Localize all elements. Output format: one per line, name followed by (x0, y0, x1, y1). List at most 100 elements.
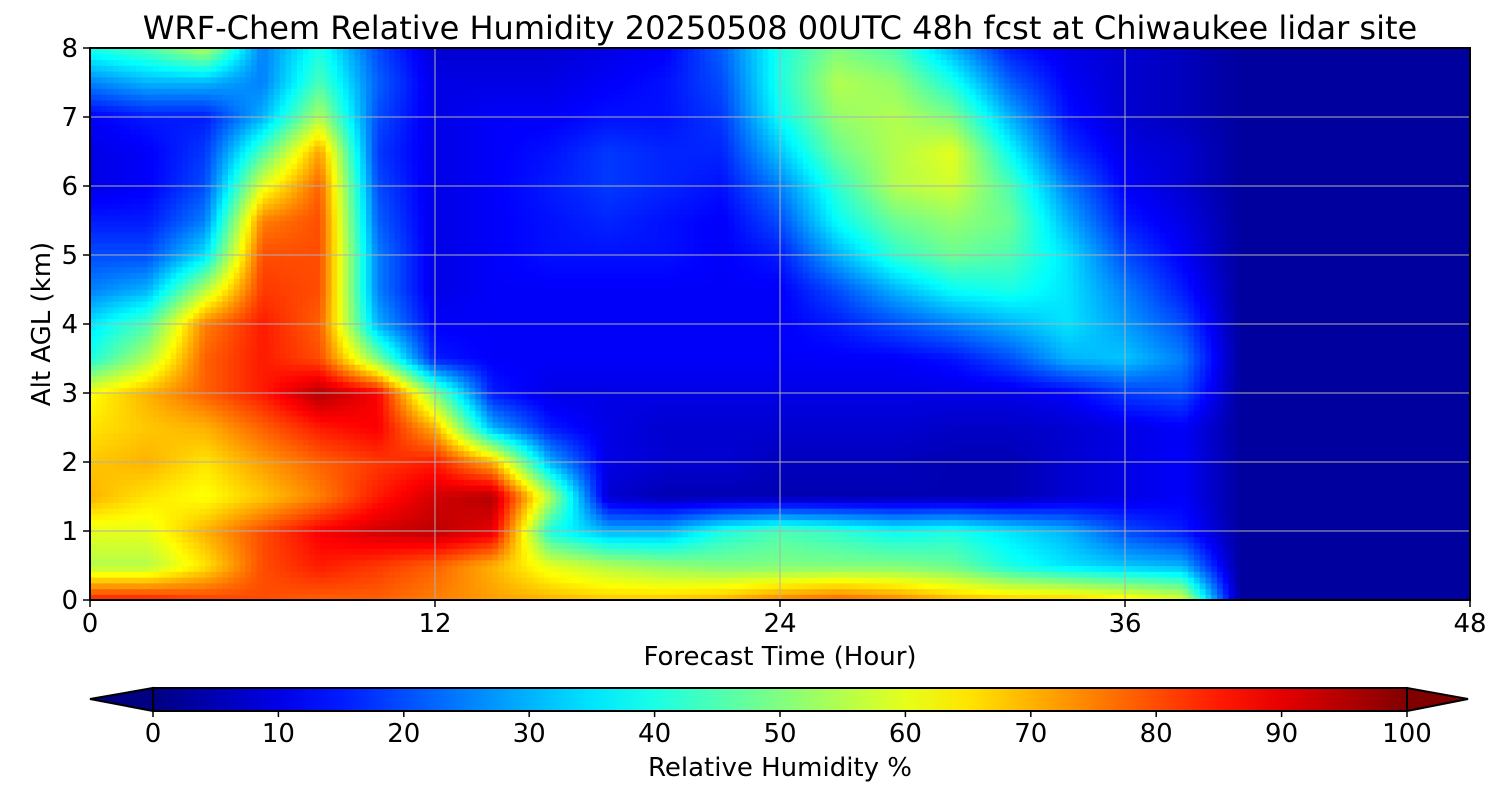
heatmap-cell (1361, 583, 1367, 589)
heatmap-cell (636, 491, 642, 497)
heatmap-cell (987, 491, 993, 497)
heatmap-cell (970, 479, 976, 485)
heatmap-cell (1384, 583, 1390, 589)
heatmap-cell (1183, 514, 1189, 520)
heatmap-cell (343, 514, 349, 520)
heatmap-cell (573, 497, 579, 503)
heatmap-cell (1079, 566, 1085, 572)
heatmap-cell (441, 508, 447, 514)
heatmap-cell (608, 485, 614, 491)
heatmap-cell (274, 520, 280, 526)
heatmap-cell (136, 514, 142, 520)
heatmap-cell (234, 571, 240, 577)
heatmap-cell (360, 583, 366, 589)
heatmap-cell (1441, 508, 1447, 514)
heatmap-cell (573, 566, 579, 572)
heatmap-cell (958, 502, 964, 508)
heatmap-cell (1050, 537, 1056, 543)
heatmap-cell (855, 537, 861, 543)
heatmap-cell (447, 502, 453, 508)
heatmap-cell (1068, 583, 1074, 589)
heatmap-cell (130, 497, 136, 503)
heatmap-cell (314, 485, 320, 491)
heatmap-cell (757, 520, 763, 526)
heatmap-cell (521, 537, 527, 543)
heatmap-cell (263, 508, 269, 514)
heatmap-cell (1154, 491, 1160, 497)
heatmap-cell (861, 497, 867, 503)
heatmap-cell (746, 577, 752, 583)
heatmap-cell (659, 508, 665, 514)
heatmap-cell (941, 566, 947, 572)
heatmap-cell (1321, 543, 1327, 549)
heatmap-cell (1234, 514, 1240, 520)
heatmap-cell (102, 554, 108, 560)
heatmap-cell (636, 543, 642, 549)
heatmap-cell (723, 566, 729, 572)
heatmap-cell (188, 502, 194, 508)
heatmap-cell (1062, 543, 1068, 549)
heatmap-cell (360, 589, 366, 595)
heatmap-cell (113, 514, 119, 520)
heatmap-cell (1447, 577, 1453, 583)
heatmap-cell (838, 497, 844, 503)
heatmap-cell (412, 531, 418, 537)
heatmap-cell (280, 566, 286, 572)
heatmap-cell (1361, 543, 1367, 549)
heatmap-cell (717, 543, 723, 549)
heatmap-cell (165, 491, 171, 497)
heatmap-cell (953, 479, 959, 485)
heatmap-cell (918, 520, 924, 526)
heatmap-cell (636, 583, 642, 589)
heatmap-cell (665, 554, 671, 560)
heatmap-cell (320, 560, 326, 566)
heatmap-cell (562, 514, 568, 520)
heatmap-cell (1298, 571, 1304, 577)
heatmap-cell (608, 560, 614, 566)
heatmap-cell (1384, 497, 1390, 503)
heatmap-cell (280, 543, 286, 549)
heatmap-cell (171, 537, 177, 543)
heatmap-cell (1338, 566, 1344, 572)
heatmap-cell (1079, 577, 1085, 583)
heatmap-cell (1424, 514, 1430, 520)
heatmap-cell (343, 508, 349, 514)
heatmap-cell (1085, 583, 1091, 589)
heatmap-cell (642, 583, 648, 589)
heatmap-cell (1154, 583, 1160, 589)
heatmap-cell (889, 479, 895, 485)
heatmap-cell (705, 479, 711, 485)
heatmap-cell (533, 554, 539, 560)
heatmap-cell (1027, 566, 1033, 572)
heatmap-cell (148, 554, 154, 560)
heatmap-cell (286, 548, 292, 554)
heatmap-cell (1263, 577, 1269, 583)
heatmap-cell (182, 514, 188, 520)
heatmap-cell (895, 548, 901, 554)
heatmap-cell (406, 589, 412, 595)
heatmap-cell (596, 531, 602, 537)
heatmap-cell (412, 479, 418, 485)
heatmap-cell (907, 491, 913, 497)
heatmap-cell (291, 520, 297, 526)
heatmap-cell (337, 548, 343, 554)
heatmap-cell (1114, 531, 1120, 537)
heatmap-cell (521, 560, 527, 566)
heatmap-cell (366, 571, 372, 577)
heatmap-cell (360, 548, 366, 554)
heatmap-cell (757, 537, 763, 543)
heatmap-cell (447, 485, 453, 491)
heatmap-cell (412, 577, 418, 583)
heatmap-cell (924, 508, 930, 514)
heatmap-cell (912, 589, 918, 595)
heatmap-cell (608, 502, 614, 508)
heatmap-cell (1050, 497, 1056, 503)
heatmap-cell (1252, 566, 1258, 572)
heatmap-cell (1413, 560, 1419, 566)
heatmap-cell (418, 479, 424, 485)
heatmap-cell (815, 589, 821, 595)
heatmap-cell (176, 514, 182, 520)
heatmap-cell (176, 491, 182, 497)
heatmap-cell (539, 543, 545, 549)
heatmap-cell (291, 577, 297, 583)
